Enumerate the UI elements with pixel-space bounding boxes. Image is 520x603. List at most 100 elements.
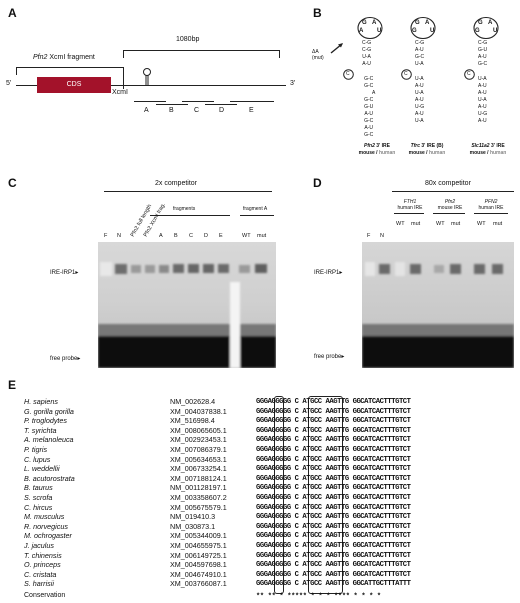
group-pfn2-human-line [474,213,508,214]
fragments-line [150,215,230,216]
lane-label-n: N [380,233,384,239]
loop-nt: G [478,20,483,26]
ire-loop-icon [473,16,499,40]
lane-label-wt-2: WT [436,221,445,227]
alignment-row: M. ochrogaster XM_005344009.1 GGGAGGGGG C … [24,531,411,541]
panel-label-c: C [8,176,17,190]
bulge-circle-icon [464,69,475,80]
alignment-row: G. gorilla gorilla XM_004037838.1 GGGAGGGG… [24,406,411,416]
alignment-row: T. chinensis XM_006149725.1 GGGAGGGGG C AT… [24,550,411,560]
fragment-d-label: D [219,107,225,114]
ire-hairpin-icon [143,68,151,85]
ire-structure-pfn2: G A U A C-G C-G U-A A-U C G-C G-C A G-C … [340,16,400,166]
lane-label-c: C [189,233,193,239]
length-bracket-line [123,50,279,51]
panel-c: 2x competitor fragments fragment A F N P… [0,170,280,370]
lane-label-wt-3: WT [477,221,486,227]
ire-structure-slc11a2: G A U G C-G G-U A-U G-C C U-A A-U A-U U-… [464,16,520,166]
ire-loop-icon [357,16,383,40]
five-prime-label: 5' [6,80,12,87]
alignment-row: L. weddellii XM_006733254.1 GGGAGGGGG C AT… [24,464,411,474]
alignment-row: T. syrichta XM_008065605.1 GGGAGGGGG C ATG… [24,425,411,435]
free-probe-label: free probe▸ [314,354,345,360]
free-probe-label: free probe▸ [50,356,81,362]
fragment-a-group-label: fragment A [243,206,268,212]
loop-nt: A [425,20,430,26]
lane-label-mut-2: mut [451,221,461,227]
xcmi-site-label: XcmI [112,89,128,96]
fragment-e-line [230,101,274,102]
lane-label-mut-3: mut [493,221,503,227]
fragment-b-line [156,104,188,105]
panel-label-e: E [8,378,17,392]
three-prime-label: 3' [290,80,296,87]
fragment-bracket-line [16,67,124,68]
mutation-arrow-icon [330,43,343,54]
ire-loop-icon [410,16,436,40]
panel-e: H. sapiens NM_002628.4 GGGAGGGGG C ATGCC A… [0,390,520,603]
panel-label-d: D [313,176,322,190]
alignment-row: B. acutorostrata XM_007188124.1 GGGAGGGGG … [24,473,411,483]
loop-box [308,396,343,594]
fragment-a-label: A [144,107,149,114]
competitor-header: 2x competitor [155,180,198,187]
panel-b: ΔA (mut) G A U A C-G C-G U-A A-U C G-C G… [310,16,520,166]
bulge-circle-icon [343,69,354,80]
alignment-row: C. hircus XM_005675579.1 GGGAGGGGG C ATGCC… [24,502,411,512]
alignment-row: C. lupus XM_005634653.1 GGGAGGGGG C ATGCC … [24,454,411,464]
ire-structure-tfrc: G A U G C-G A-U G-C U-A C U-A A-U U-A A-… [401,16,467,166]
panel-d: 80x competitor FTH1 human IRE Pfn2 mouse… [300,170,520,370]
bulge-nt: C [404,71,408,77]
lane-label-n: N [117,233,121,239]
competitor-header-line [392,191,514,192]
loop-nt: G [412,28,417,34]
fragment-bracket-left [16,67,17,75]
alignment-row: O. princeps XM_004597698.1 GGGAGGGGG C ATG… [24,560,411,570]
bulge-nt: C [346,71,350,77]
structure-caption-tfrc: Tfrc 3' IRE (B) mouse / human [408,143,446,156]
group-pfn2-mouse: Pfn2 mouse IRE [437,199,463,211]
fragment-c-label: C [194,107,200,114]
cds-box: CDS [37,77,111,93]
cds-label: CDS [66,81,82,88]
band-label: IRE-IRP1▸ [314,270,343,276]
stem-bottom: G-C G-C A G-C G-U A-U G-C A-U G-C [364,76,376,138]
length-bracket-right [279,50,280,58]
fragment-c-line [182,101,214,102]
loop-nt: A [488,20,493,26]
alignment-row: P. troglodytes XM_516998.4 GGGAGGGGG C ATG… [24,416,411,426]
alignment-row: H. sapiens NM_002628.4 GGGAGGGGG C ATGCC A… [24,397,411,406]
stem-bottom: U-A A-U A-U U-A A-U U-G A-U [478,76,488,124]
length-bracket-left [123,50,124,58]
alignment-row: A. melanoleuca XM_002923453.1 GGGAGGGGG C … [24,435,411,445]
band-label: IRE-IRP1▸ [50,270,79,276]
loop-nt: U [430,28,435,34]
length-label: 1080bp [176,36,200,43]
loop-nt: A [372,20,377,26]
conservation-label: Conservation [24,592,66,599]
fragment-e-label: E [249,107,254,114]
gel-image [362,242,514,368]
stem-top: C-G A-U G-C U-A [415,40,425,67]
stem-top: C-G C-G U-A A-U [362,40,372,67]
loop-nt: G [415,20,420,26]
fragment-a-group-line [240,215,274,216]
fragment-title: Pfn2 XcmI fragment [33,54,95,61]
alignment-row: M. musculus NM_019410.3 GGGAGGGGG C ATGCC … [24,512,411,522]
fragment-bracket-right [123,67,124,89]
fragment-d-line [205,104,237,105]
structure-caption-slc11a2: Slc11a2 3' IRE mouse / human [469,143,507,156]
loop-nt: G [475,28,480,34]
group-pfn2-human: PFN2 human IRE [478,199,504,211]
lane-label-wt: WT [242,233,251,239]
lane-label-mut: mut [257,233,267,239]
structure-caption-pfn2: Pfn2 3' IRE mouse / human [358,143,396,156]
alignment-row: S. harrisii XM_003766087.1 GGGAGGGGG C ATG… [24,579,411,589]
panel-a: Pfn2 XcmI fragment 1080bp 5' 3' CDS XcmI… [0,0,300,160]
alignment-row: P. tigris XM_007086379.1 GGGAGGGGG C ATGCC… [24,445,411,454]
conservation-marks: ** ** * ***** * * * **** * * * * [256,593,381,601]
lane-label-e: E [219,233,223,239]
group-pfn2-mouse-line [433,213,465,214]
loop-nt: A [359,28,364,34]
lane-label-f: F [104,233,108,239]
